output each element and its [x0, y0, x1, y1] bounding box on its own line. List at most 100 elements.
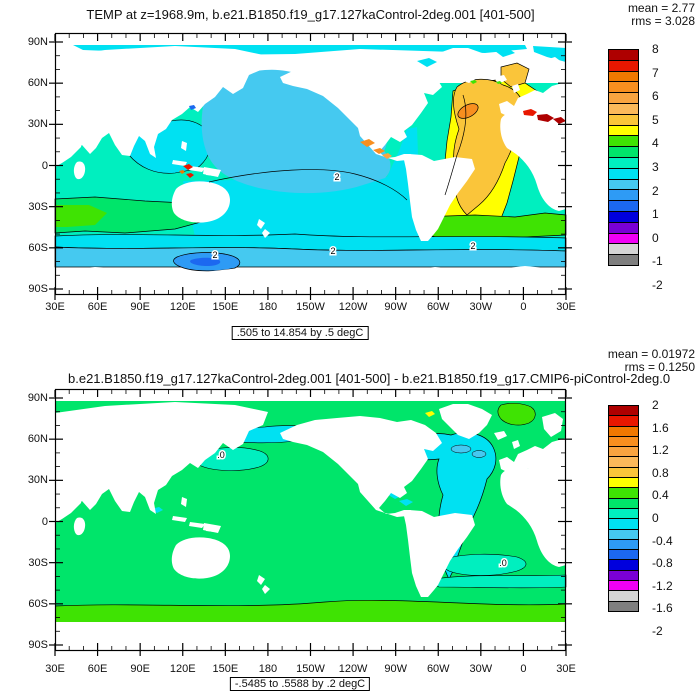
indonesian-spot: [183, 164, 193, 170]
contour-line-0-southern: [54, 599, 567, 607]
panel1-colorbar: [608, 49, 639, 266]
panel1-stats: mean = 2.77 rms = 3.028: [628, 2, 695, 28]
y-tick-label: 60S: [28, 597, 48, 610]
colorbar-tick-label: 5: [652, 112, 659, 127]
colorbar-tick-label: -2: [652, 278, 663, 292]
colorbar-tick-label: -0.8: [652, 556, 673, 571]
x-tick-label: 150W: [296, 663, 325, 675]
y-tick-label: 90S: [28, 283, 48, 295]
y-tick-label: 0: [41, 159, 48, 172]
panel1-title: TEMP at z=1968.9m, b.e21.B1850.f19_g17.1…: [86, 7, 535, 22]
panel2-stats: mean = 0.01972 rms = 0.1250: [608, 348, 695, 374]
colorbar-tick-label: 6: [652, 89, 659, 104]
colorbar-tick-label: -1.2: [652, 578, 673, 593]
colorbar-tick-label: -1.6: [652, 601, 673, 616]
panel-temp-absolute: TEMP at z=1968.9m, b.e21.B1850.f19_g17.1…: [27, 2, 695, 340]
med-outflow-spot: [523, 109, 537, 116]
y-tick-label: 30N: [27, 118, 48, 131]
colorbar-tick-label: -2: [652, 624, 663, 638]
sea-of-japan-spot: [189, 105, 196, 110]
y-tick-label: 90S: [28, 639, 48, 651]
x-tick-label: 180: [258, 663, 278, 675]
colorbar-tick-label: -0.4: [652, 533, 673, 548]
colorbar-tick-label: -1: [652, 254, 663, 269]
x-tick-label: 90W: [384, 663, 407, 675]
colorbar-tick-label: 2: [652, 183, 659, 198]
x-tick-label: 30E: [45, 663, 65, 675]
x-tick-label: 30E: [556, 301, 576, 313]
contour-label: 2: [470, 241, 475, 251]
arctic-yellow-speck: [425, 411, 435, 417]
x-tick-label: 60W: [426, 301, 450, 313]
axis-ticks: [49, 388, 572, 656]
panel1-rms: rms = 3.028: [631, 14, 695, 28]
colorbar-tick-label: 0: [652, 511, 659, 525]
panel1-mean: mean = 2.77: [627, 1, 695, 15]
x-tick-label: 30W: [469, 663, 493, 675]
x-tick-label: 60E: [87, 301, 108, 313]
panel2-colorbar: [608, 405, 639, 612]
colorbar-tick-label: 1.6: [652, 420, 669, 435]
x-tick-label: 150E: [212, 663, 239, 675]
caribbean-spot: [360, 139, 375, 147]
contour-label: 2: [334, 172, 339, 182]
y-tick-label: 90N: [27, 36, 48, 48]
y-tick-label: 60S: [28, 241, 48, 254]
y-tick-label: 30S: [28, 556, 48, 569]
x-tick-label: 60E: [87, 663, 108, 675]
x-tick-label: 150E: [212, 301, 239, 313]
panel2-mean: mean = 0.01972: [607, 347, 695, 361]
colorbar-tick-label: 8: [652, 42, 659, 56]
north-atlantic-cool-tongue: [400, 432, 497, 580]
x-tick-label: 120E: [169, 301, 196, 313]
med-outflow-spot: [537, 114, 554, 122]
contour-label: 2: [212, 250, 217, 260]
y-tick-label: 90N: [27, 392, 48, 404]
colorbar-tick-label: 1: [652, 207, 659, 222]
x-tick-label: 0: [520, 663, 527, 675]
x-tick-label: 0: [520, 301, 527, 313]
colorbar-tick-label: 0: [652, 230, 659, 245]
x-tick-label: 90E: [130, 663, 150, 675]
contour-label: 2: [330, 246, 335, 256]
colorbar-tick-label: 4: [652, 136, 659, 151]
x-tick-label: 120E: [169, 663, 196, 675]
x-tick-label: 90W: [384, 301, 407, 313]
panel2-range-note: -.5485 to .5588 by .2 degC: [229, 677, 371, 691]
y-tick-label: 30N: [27, 474, 48, 487]
x-tick-label: 30W: [469, 301, 493, 313]
southern-ltblue-band: [54, 246, 567, 268]
x-tick-label: 120W: [338, 663, 368, 675]
contour-label: .0: [217, 450, 225, 460]
y-tick-label: 0: [41, 515, 48, 528]
colorbar-tick-label: 3: [652, 160, 659, 174]
axis-ticks: [49, 32, 572, 300]
colorbar-tick-label: 7: [652, 65, 659, 80]
arctic-warm-patch: [497, 402, 536, 426]
x-tick-label: 180: [258, 301, 278, 313]
x-tick-label: 30E: [556, 663, 576, 675]
y-tick-label: 30S: [28, 200, 48, 213]
panel2-title: b.e21.B1850.f19_g17.127kaControl-2deg.00…: [68, 371, 671, 386]
colorbar-tick-label: 0.4: [652, 488, 669, 503]
x-tick-label: 120W: [338, 301, 368, 313]
med-outflow-spot: [553, 117, 566, 124]
contour-label: .0: [499, 558, 507, 568]
colorbar-box: [608, 600, 639, 612]
map-temp-difference: .0 .0: [49, 388, 572, 656]
panel1-range-note: .505 to 14.854 by .5 degC: [231, 326, 369, 340]
y-tick-label: 60N: [27, 77, 48, 90]
contour-line-2: [208, 169, 408, 201]
panel2-rms: rms = 0.1250: [624, 360, 695, 374]
colorbar-box: [608, 254, 639, 266]
colorbar-tick-label: 0.8: [652, 465, 669, 480]
colorbar-tick-label: 1.2: [652, 443, 669, 458]
x-tick-label: 90E: [130, 301, 150, 313]
x-tick-label: 150W: [296, 301, 325, 313]
x-tick-label: 60W: [426, 663, 450, 675]
colorbar-tick-label: 2: [652, 398, 659, 412]
map-temp-absolute: 2 2 2 2: [49, 32, 572, 300]
x-tick-label: 30E: [45, 301, 65, 313]
y-tick-label: 60N: [27, 433, 48, 446]
